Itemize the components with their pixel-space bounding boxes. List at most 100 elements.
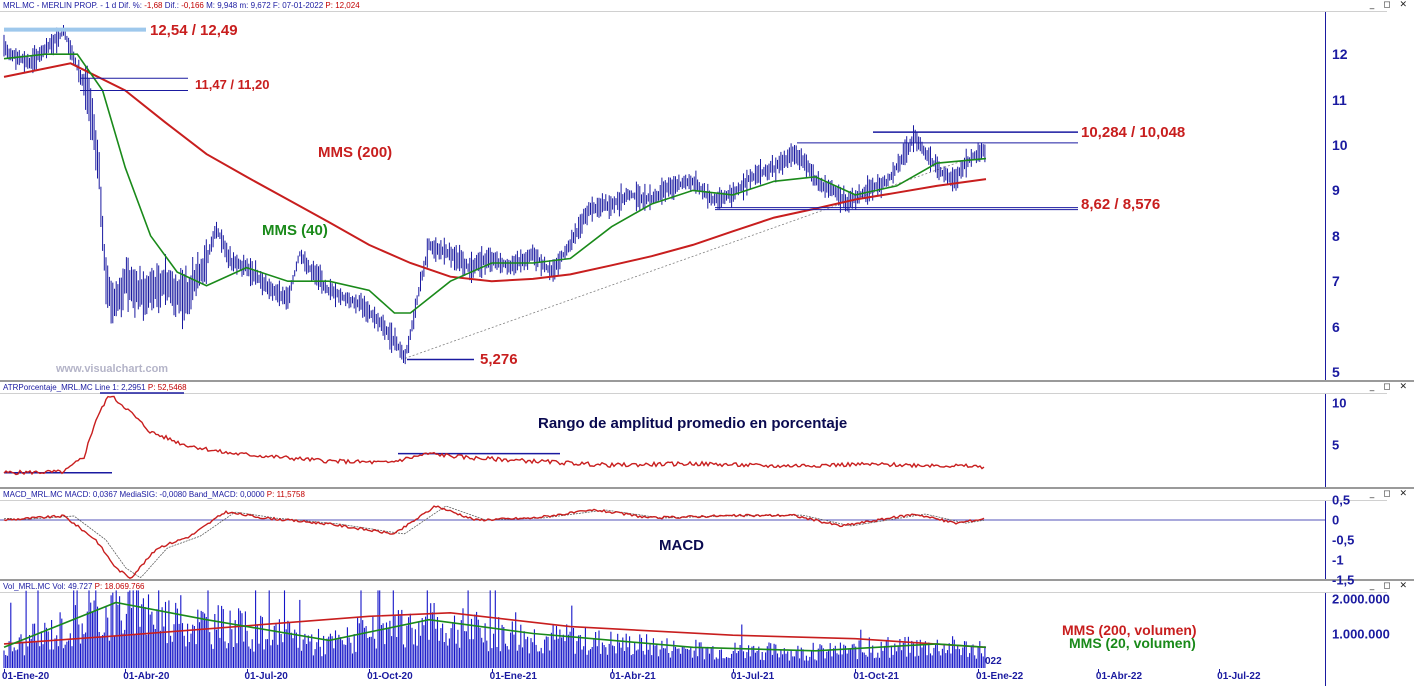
macd-y-tick: 0 [1332, 512, 1340, 528]
x-axis-tick [611, 669, 613, 673]
x-axis-tick [125, 669, 127, 673]
price-y-tick: 10 [1332, 137, 1348, 153]
macd-name: MACD_MRL.MC [3, 490, 63, 499]
panel-separator[interactable] [0, 579, 1414, 581]
vol-header: Vol_MRL.MC Vol: 49.727 P: 18.069.766 [0, 581, 1387, 593]
x-axis-label: 01-Jul-20 [244, 671, 288, 682]
panel-separator[interactable] [0, 380, 1414, 382]
dif-label: Dif.: [164, 1, 179, 10]
mms200-line [3, 62, 987, 283]
vol-label: Vol: [52, 582, 66, 591]
vol-mms200-line [3, 611, 987, 649]
x-axis-tick [855, 669, 857, 673]
x-axis-tick [1219, 669, 1221, 673]
volume-chart [3, 590, 1326, 686]
mms200-label: MMS (200) [318, 144, 393, 161]
atr-y-axis [1325, 394, 1326, 487]
price-y-tick: 6 [1332, 318, 1340, 335]
band-label: Band_MACD: [188, 490, 238, 499]
vol-p-value: 18.069.766 [104, 582, 145, 591]
macd-window-buttons[interactable]: _ ◻ ✕ [1369, 489, 1410, 499]
price-y-tick: 7 [1332, 273, 1340, 290]
x-axis-tick [369, 669, 371, 673]
atr-header: ATRPorcentaje_MRL.MC Line 1: 2,2951 P: 5… [0, 382, 1387, 394]
dif-value: -0,166 [181, 1, 204, 10]
macd-title: MACD [659, 537, 704, 554]
min-label: m: [239, 1, 249, 10]
x-axis-label: 01-Abr-22 [1095, 671, 1143, 682]
band-value: 0,0000 [240, 490, 265, 499]
vol-mms20-label: MMS (20, volumen) [1069, 635, 1196, 651]
macd-y-tick: -0,5 [1332, 532, 1355, 548]
x-axis-label: 01-Abr-21 [609, 671, 656, 682]
price-y-tick: 5 [1332, 364, 1340, 380]
macd-chart [0, 501, 1326, 579]
watermark: www.visualchart.com [56, 363, 169, 375]
vol-y-axis [1325, 593, 1326, 686]
panel-separator[interactable] [0, 487, 1414, 489]
x-axis-label: 01-Ene-21 [489, 671, 537, 682]
macd-line [3, 505, 985, 579]
price-panel: MRL.MC - MERLIN PROP. - 1 d Dif. %: -1,6… [0, 0, 1410, 12]
x-axis-label: 01-Abr-20 [123, 671, 170, 682]
symbol-label: MRL.MC - MERLIN PROP. - 1 d [3, 1, 117, 10]
price-y-axis [1325, 12, 1326, 380]
price-chart [3, 12, 1326, 380]
atr-window-buttons[interactable]: _ ◻ ✕ [1369, 382, 1410, 392]
atr-line-label: Line 1: [94, 383, 119, 392]
x-axis-tick [4, 669, 5, 673]
atr-panel: ATRPorcentaje_MRL.MC Line 1: 2,2951 P: 5… [0, 382, 1414, 487]
axis-cut-label: 022 [985, 656, 1002, 667]
macd-panel: MACD_MRL.MC MACD: 0,0367 MediaSIG: -0,00… [0, 489, 1414, 579]
atr-y-tick: 5 [1332, 437, 1340, 452]
atr-line [3, 395, 985, 476]
max-value: 9,948 [217, 1, 238, 10]
date-value: 07-01-2022 [282, 1, 324, 10]
price-y-tick: 11 [1332, 91, 1347, 108]
min-value: 9,672 [250, 1, 271, 10]
dif-pct-label: Dif. %: [118, 1, 143, 10]
vol-window-buttons[interactable]: _ ◻ ✕ [1369, 581, 1410, 591]
x-axis-tick [491, 669, 493, 673]
max-label: M: [206, 1, 215, 10]
atr-p-value: 52,5468 [157, 383, 187, 392]
top-level-label: 12,54 / 12,49 [150, 22, 238, 39]
sig-value: -0,0080 [159, 490, 187, 499]
macd-p-label: P: [266, 490, 275, 499]
x-axis-tick [732, 669, 734, 673]
macd-y-tick: -1,5 [1332, 572, 1355, 588]
vol-y-tick: 2.000.000 [1332, 591, 1390, 607]
p-label: P: [325, 1, 333, 10]
volume-bars [3, 590, 986, 668]
x-axis-label: 01-Ene-22 [976, 671, 1024, 682]
vol-y-tick: 1.000.000 [1332, 626, 1390, 641]
price-window-buttons[interactable]: _ ◻ ✕ [1369, 0, 1410, 10]
atr-chart [3, 392, 1326, 487]
macd-value: 0,0367 [92, 490, 118, 499]
macd-y-tick: -1 [1332, 552, 1344, 568]
date-label: F: [272, 1, 280, 10]
atr-name: ATRPorcentaje_MRL.MC [3, 383, 93, 392]
x-axis-label: 01-Jul-21 [730, 671, 775, 682]
low-label: 5,276 [480, 351, 518, 368]
vol-mms200-label: MMS (200, volumen) [1062, 622, 1197, 638]
price-bars [3, 25, 986, 365]
vol-p-label: P: [94, 582, 103, 591]
macd-y-axis [1325, 501, 1326, 579]
macd-header: MACD_MRL.MC MACD: 0,0367 MediaSIG: -0,00… [0, 489, 1387, 501]
vol-mms20-line [3, 601, 987, 652]
mms40-label: MMS (40) [262, 222, 328, 239]
vol-name: Vol_MRL.MC [3, 582, 51, 591]
vol-value: 49.727 [67, 582, 93, 591]
x-axis-label: 01-Ene-20 [2, 671, 50, 682]
macd-signal-line [4, 505, 985, 579]
atr-p-label: P: [147, 383, 156, 392]
support-label: 8,62 / 8,576 [1081, 196, 1161, 213]
price-y-tick: 9 [1332, 182, 1340, 199]
price-y-tick: 12 [1332, 46, 1348, 63]
mms40-line [3, 53, 987, 314]
price-header: MRL.MC - MERLIN PROP. - 1 d Dif. %: -1,6… [0, 0, 1387, 12]
x-axis-tick [1097, 669, 1099, 673]
atr-line-value: 2,2951 [121, 383, 146, 392]
resistance-label: 10,284 / 10,048 [1081, 124, 1186, 141]
